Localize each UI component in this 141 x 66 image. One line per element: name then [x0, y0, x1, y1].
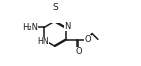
Text: O: O: [84, 35, 91, 44]
Text: S: S: [52, 3, 58, 12]
Text: O: O: [75, 47, 82, 56]
Text: H₂N: H₂N: [22, 23, 38, 32]
Text: HN: HN: [37, 37, 49, 46]
Text: N: N: [64, 22, 71, 31]
